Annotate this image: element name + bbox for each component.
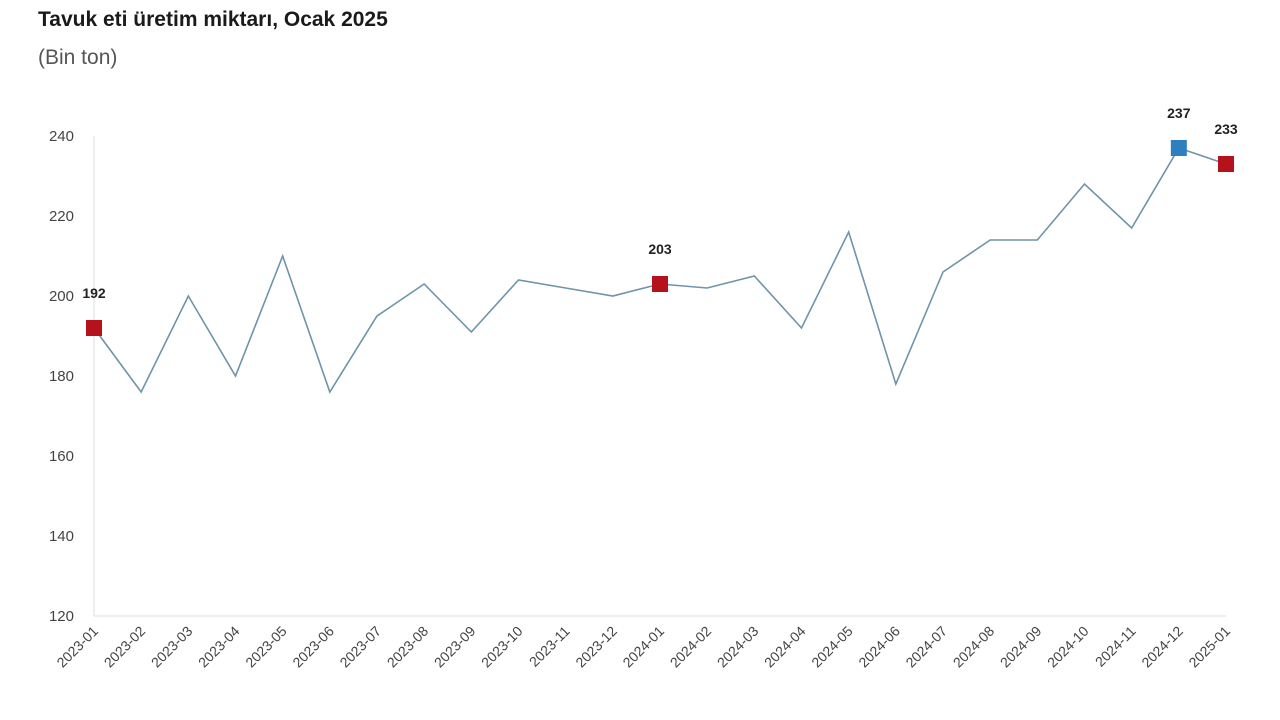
x-tick-label: 2024-11: [1092, 623, 1139, 670]
x-tick-label: 2024-02: [667, 623, 715, 671]
y-tick-label: 120: [49, 608, 74, 625]
y-tick-label: 160: [49, 448, 74, 465]
x-tick-label: 2023-08: [384, 623, 432, 671]
chart-title: Tavuk eti üretim miktarı, Ocak 2025: [38, 8, 388, 31]
x-tick-label: 2024-12: [1138, 623, 1186, 671]
x-tick-label: 2023-10: [478, 623, 526, 671]
series-line: [93, 147, 1227, 394]
x-tick-label: 2023-12: [572, 623, 620, 671]
y-tick-label: 240: [49, 128, 74, 145]
x-tick-label: 2025-01: [1185, 623, 1233, 671]
x-tick-label: 2024-05: [808, 623, 856, 671]
y-tick-label: 220: [49, 208, 74, 225]
x-tick-label: 2023-01: [53, 623, 101, 671]
y-tick-label: 180: [49, 368, 74, 385]
x-tick-label: 2024-06: [855, 623, 903, 671]
x-tick-label: 2023-02: [101, 623, 149, 671]
x-tick-label: 2024-03: [714, 623, 762, 671]
data-label-2023-01: 192: [82, 285, 106, 301]
x-tick-label: 2023-07: [336, 623, 384, 671]
chart-subtitle: (Bin ton): [38, 46, 118, 69]
data-label-2024-12: 237: [1167, 105, 1191, 121]
y-tick-label: 140: [49, 528, 74, 545]
x-axis-ticks: 2023-01 2023-02 2023-03 2023-04 2023-05 2023-…: [53, 623, 1233, 671]
x-tick-label: 2024-04: [761, 623, 809, 671]
x-tick-label: 2023-04: [195, 623, 243, 671]
x-tick-label: 2024-01: [619, 623, 667, 671]
data-marker-2024-12: [1170, 140, 1187, 156]
x-tick-label: 2023-05: [242, 623, 290, 671]
data-marker-2024-01: [652, 276, 668, 292]
x-tick-label: 2024-07: [902, 623, 950, 671]
data-label-2024-01: 203: [648, 241, 672, 257]
x-tick-label: 2024-10: [1044, 623, 1092, 671]
y-axis-ticks: 120 140 160 180 200 220 240: [49, 128, 74, 625]
x-tick-label: 2024-08: [950, 623, 998, 671]
data-markers: [86, 140, 1234, 336]
x-tick-label: 2023-11: [526, 623, 573, 670]
y-tick-label: 200: [49, 288, 74, 305]
data-marker-2025-01: [1218, 156, 1234, 172]
x-tick-label: 2024-09: [997, 623, 1045, 671]
data-label-2025-01: 233: [1214, 121, 1238, 137]
x-tick-label: 2023-06: [289, 623, 337, 671]
data-marker-2023-01: [86, 320, 102, 336]
data-labels: 192 203 237 233: [82, 105, 1238, 301]
x-tick-label: 2023-03: [148, 623, 196, 671]
x-tick-label: 2023-09: [431, 623, 479, 671]
